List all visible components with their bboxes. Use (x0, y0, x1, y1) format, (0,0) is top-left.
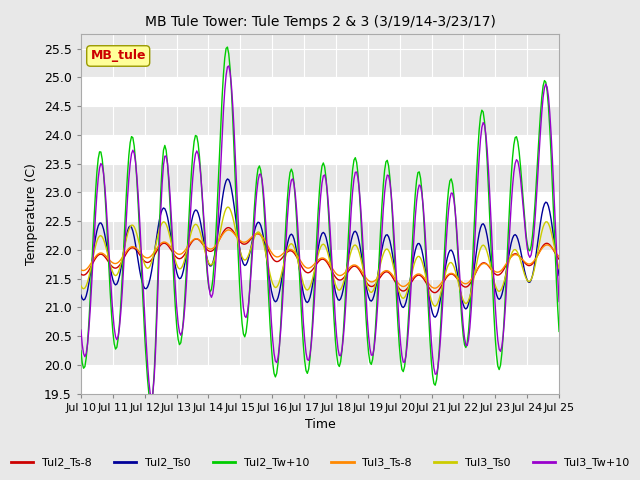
Bar (81, 250, 559, 278)
Bar (81, 307, 559, 336)
Text: MB_tule: MB_tule (90, 49, 146, 62)
Bar (81, 365, 559, 394)
Y-axis label: Temperature (C): Temperature (C) (26, 163, 38, 265)
Legend: Tul2_Ts-8, Tul2_Ts0, Tul2_Tw+10, Tul3_Ts-8, Tul3_Ts0, Tul3_Tw+10: Tul2_Ts-8, Tul2_Ts0, Tul2_Tw+10, Tul3_Ts… (6, 453, 634, 473)
Title: MB Tule Tower: Tule Temps 2 & 3 (3/19/14-3/23/17): MB Tule Tower: Tule Temps 2 & 3 (3/19/14… (145, 15, 495, 29)
Bar (81, 77, 559, 106)
Bar (81, 135, 559, 164)
X-axis label: Time: Time (305, 418, 335, 431)
Bar (81, 192, 559, 221)
